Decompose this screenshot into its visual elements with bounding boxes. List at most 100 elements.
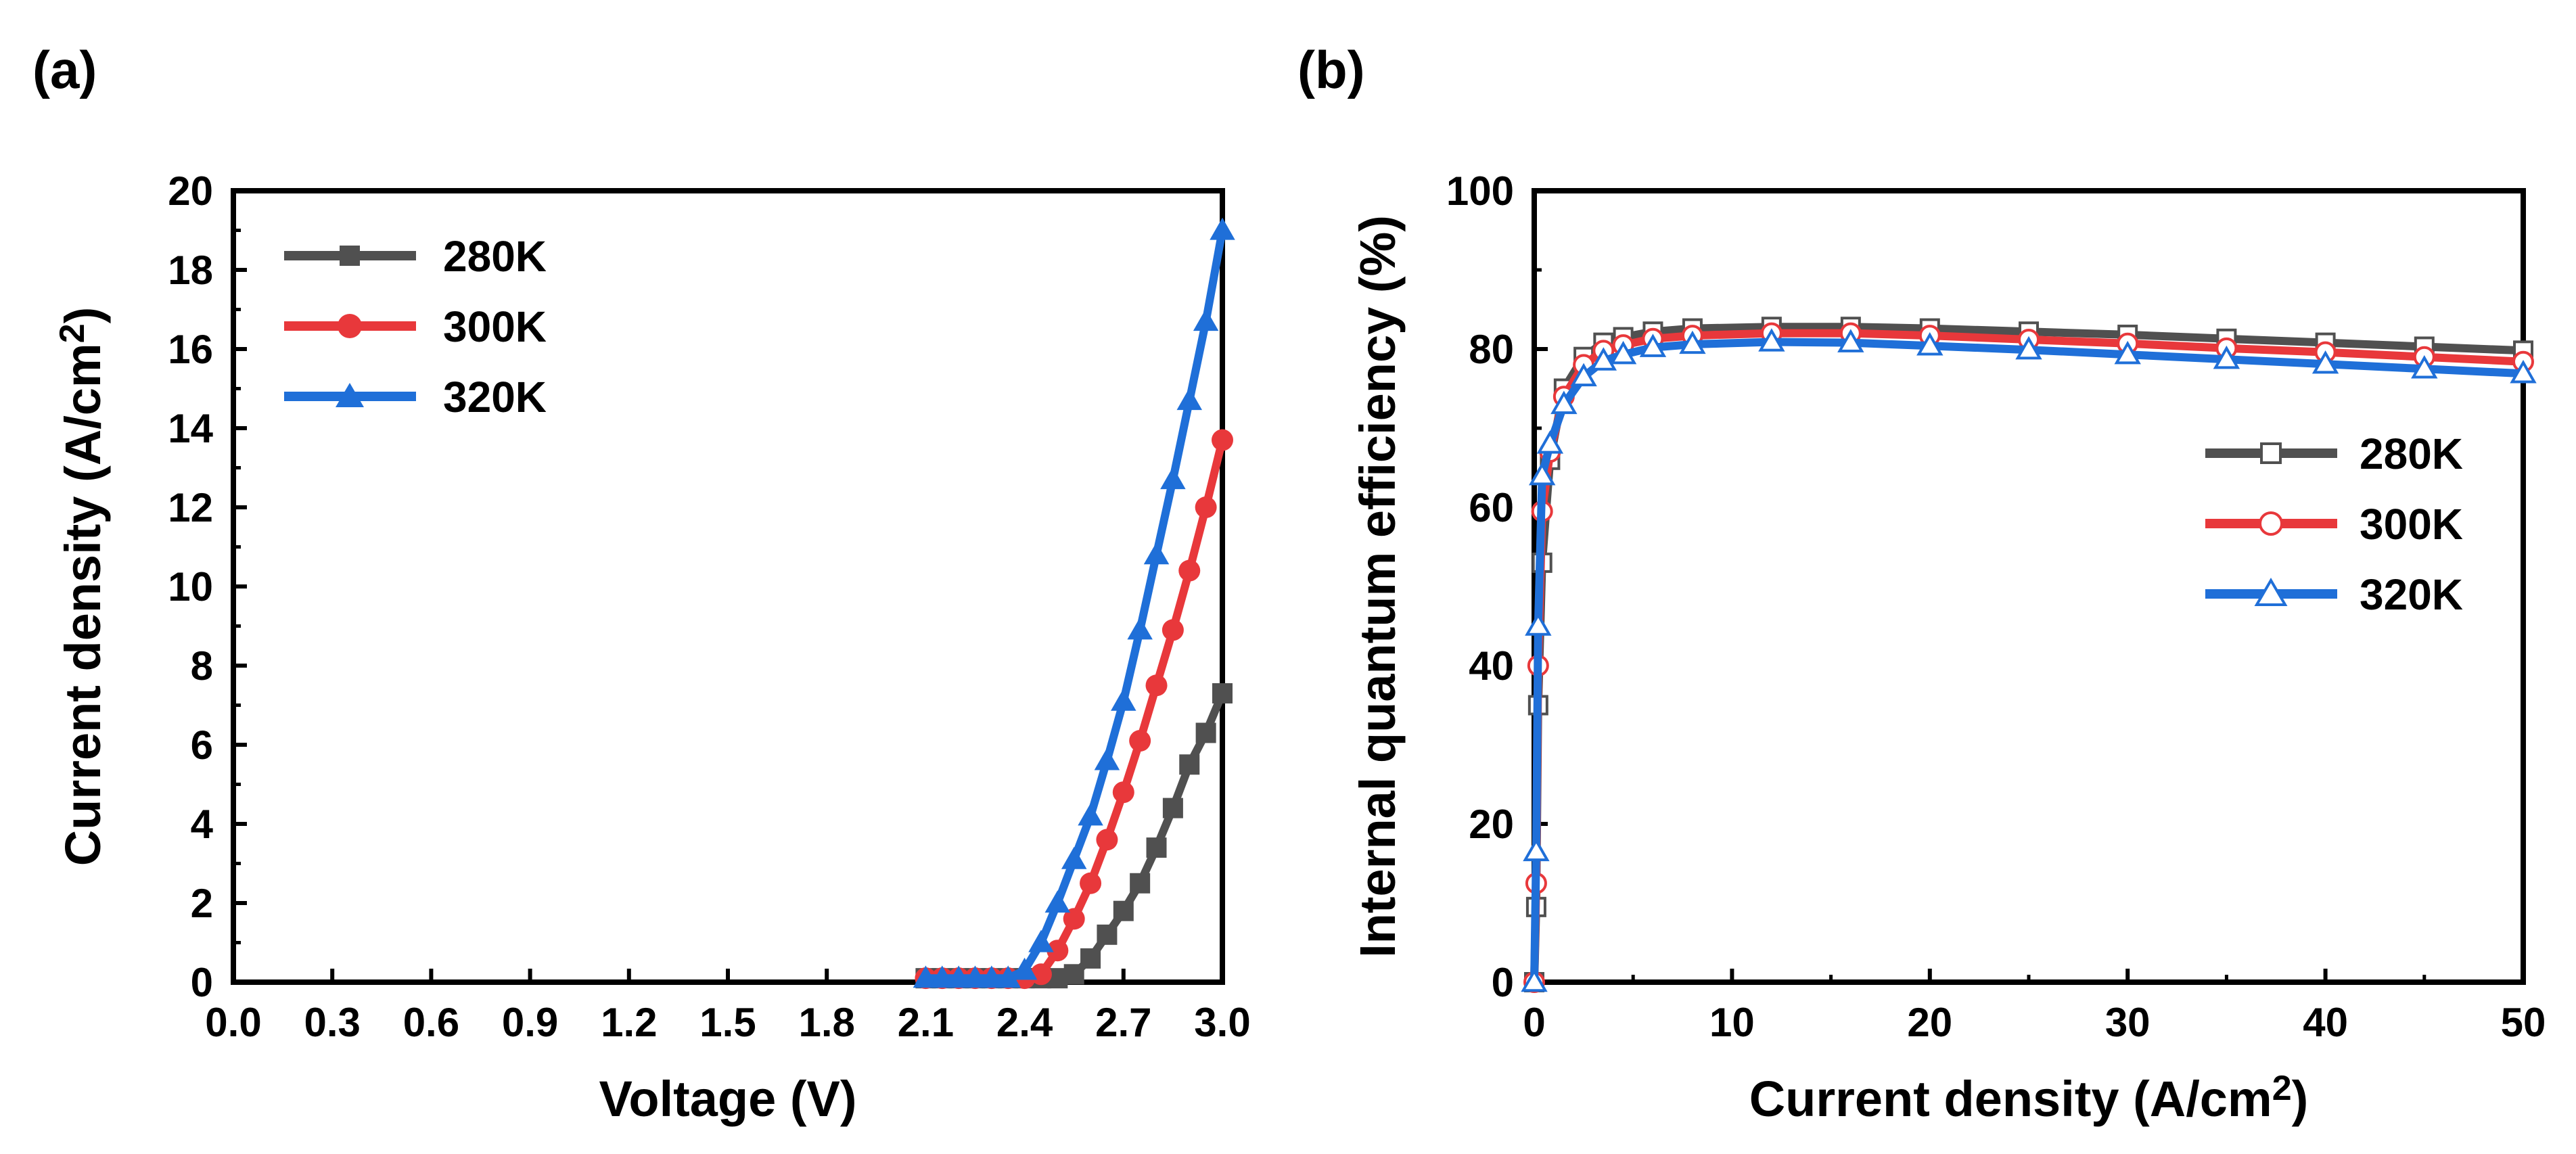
panel-b-y-axis-title: Internal quantum efficiency (%) (1350, 215, 1406, 958)
panel-a-point-320k (1127, 617, 1153, 640)
panel-a-legend-marker-320k (336, 383, 364, 407)
panel-b-point-320k (2312, 350, 2339, 374)
panel-a-legend-label-280k: 280K (443, 232, 547, 281)
panel-b-point-320k (1837, 329, 1864, 352)
panel-a-point-320k (1160, 467, 1186, 490)
panel-b-x-axis-title-main: Current density (A/cm (1749, 1071, 2272, 1127)
panel-b-y-tick-label: 60 (1469, 485, 1514, 530)
panel-a-point-300k (1080, 872, 1102, 894)
panel-b-point-320k (1679, 330, 1706, 354)
panel-b-label: (b) (1297, 40, 1365, 99)
panel-a-point-300k (1096, 829, 1118, 851)
panel-a-point-320k (1011, 957, 1038, 980)
panel-a-x-tick-label: 0.9 (502, 1000, 558, 1045)
panel-a-x-tick-label: 2.1 (898, 1000, 954, 1045)
panel-a-point-320k (1210, 217, 1235, 240)
panel-b-point-320k (1521, 968, 1548, 992)
panel-a-legend-marker-280k (340, 246, 360, 266)
panel-a-y-tick-label: 6 (191, 722, 213, 768)
panel-b-point-320k (2114, 340, 2141, 365)
panel-a-x-tick-label: 2.7 (1095, 1000, 1151, 1045)
panel-b-x-tick-label: 0 (1523, 1000, 1545, 1045)
panel-a-point-320k (962, 965, 988, 988)
panel-a-x-tick-label: 2.4 (996, 1000, 1053, 1045)
panel-a-x-tick-label: 1.5 (699, 1000, 756, 1045)
panel-a-point-300k (1178, 559, 1201, 582)
panel-a-point-300k (1195, 497, 1217, 518)
panel-a-point-300k (1112, 781, 1134, 804)
panel-a-point-320k (995, 965, 1021, 988)
panel-a-point-280k (1146, 837, 1167, 858)
panel-a-x-tick-label: 0.0 (205, 1000, 261, 1045)
panel-b-point-320k (1609, 340, 1637, 365)
panel-a-point-300k (1212, 429, 1233, 451)
panel-b-series-line-280k (1530, 323, 2524, 983)
panel-b-x-axis-title-sup: 2 (2272, 1069, 2292, 1108)
panel-b-point-320k (2015, 336, 2042, 360)
panel-a-ticks: 0.0 0.3 0.6 0.9 1.2 1.5 1.8 2.1 2.4 2.7 3.0 0 2 4 6 8 10… (168, 168, 1250, 1045)
panel-a-point-320k (979, 965, 1005, 988)
panel-b-y-tick-label: 80 (1469, 327, 1514, 372)
panel-a-y-tick-label: 2 (191, 881, 213, 926)
panel-a-y-axis-title-sup: 2 (53, 323, 92, 343)
panel-a-point-280k (1113, 900, 1134, 921)
panel-b-x-tick-label: 30 (2105, 1000, 2150, 1045)
panel-a-x-tick-label: 1.2 (601, 1000, 657, 1045)
panel-b-point-320k (1536, 430, 1564, 454)
panel-b-point-320k (1523, 837, 1550, 862)
panel-a-x-tick-label: 0.6 (403, 1000, 459, 1045)
panel-a-y-axis-title-main: Current density (A/cm (55, 343, 111, 866)
panel-a-y-axis-title-tail: ) (55, 307, 111, 324)
panel-b-y-tick-label: 40 (1469, 643, 1514, 689)
panel-a-point-280k (1097, 924, 1118, 945)
panel-a-point-320k (1028, 929, 1054, 952)
panel-a-legend: 280K 300K 320K (284, 232, 547, 421)
panel-a-legend-marker-300k (338, 314, 362, 338)
panel-a-point-280k (1212, 683, 1233, 703)
panel-b-series (1521, 317, 2537, 993)
panel-a-x-tick-label: 1.8 (798, 1000, 854, 1045)
panel-b-point-320k (1590, 347, 1617, 371)
panel-a-point-280k (1130, 873, 1151, 894)
panel-a-point-300k (1162, 619, 1184, 641)
panel-b-legend-label-300k: 300K (2360, 500, 2463, 549)
panel-a-x-tick-label: 0.3 (304, 1000, 360, 1045)
panel-a-y-tick-label: 16 (168, 327, 213, 372)
panel-a-y-axis-title: Current density (A/cm2) (53, 307, 111, 867)
panel-a-point-300k (1145, 674, 1168, 697)
panel-a-point-320k (1143, 542, 1170, 565)
panel-a-legend-label-300k: 300K (443, 302, 547, 351)
panel-a-y-tick-label: 4 (191, 802, 214, 847)
panel-b-point-320k (2411, 354, 2438, 379)
panel-b: (b) 0 10 20 30 40 50 0 20 40 60 80 100 Current dens… (1297, 40, 2546, 1127)
panel-b-point-320k (1550, 390, 1578, 415)
panel-b-point-320k (2510, 359, 2537, 384)
panel-a-legend-label-320k: 320K (443, 373, 547, 421)
panel-a-point-320k (1176, 388, 1203, 411)
panel-b-legend: 280K 300K 320K (2205, 430, 2463, 619)
panel-b-x-tick-label: 10 (1709, 1000, 1755, 1045)
panel-b-point-320k (2213, 345, 2240, 369)
panel-a-point-320k (1078, 803, 1103, 826)
panel-a-point-320k (1111, 688, 1136, 711)
panel-a-series-line-280k (925, 691, 1226, 983)
panel-a-series-line-300k (925, 439, 1226, 983)
panel-b-y-tick-label: 0 (1492, 960, 1514, 1005)
panel-b-x-axis-title: Current density (A/cm2) (1749, 1069, 2309, 1127)
panel-b-legend-label-280k: 280K (2360, 430, 2463, 478)
panel-b-y-tick-label: 20 (1469, 802, 1514, 847)
panel-b-point-320k (1525, 612, 1552, 636)
panel-a-point-300k (1129, 730, 1151, 752)
panel-b-x-axis-title-tail: ) (2292, 1071, 2309, 1127)
panel-a-point-320k (1061, 846, 1087, 869)
panel-b-point-320k (1639, 333, 1667, 357)
panel-a: (a) 0.0 0.3 0.6 0.9 1.2 1.5 1.8 2.1 2.4 2.7 3.0 0 2 4… (32, 40, 1251, 1127)
panel-b-x-tick-label: 40 (2303, 1000, 2348, 1045)
panel-a-point-320k (946, 965, 971, 988)
panel-a-point-320k (1193, 308, 1219, 331)
panel-b-point-320k (1758, 328, 1785, 352)
panel-a-point-300k (1046, 940, 1069, 962)
panel-a-point-280k (1195, 722, 1216, 743)
panel-b-point-320k (1916, 332, 1944, 356)
